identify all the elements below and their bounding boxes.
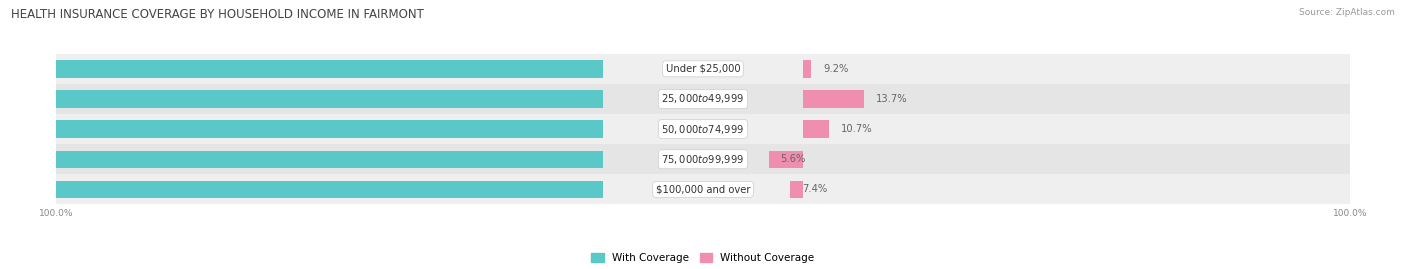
- Bar: [790, 181, 803, 198]
- Text: 9.2%: 9.2%: [823, 64, 848, 74]
- Bar: [56, 144, 1350, 174]
- Text: $25,000 to $49,999: $25,000 to $49,999: [661, 93, 745, 105]
- Text: $50,000 to $74,999: $50,000 to $74,999: [661, 123, 745, 136]
- Text: HEALTH INSURANCE COVERAGE BY HOUSEHOLD INCOME IN FAIRMONT: HEALTH INSURANCE COVERAGE BY HOUSEHOLD I…: [11, 8, 425, 21]
- Text: 5.6%: 5.6%: [780, 154, 806, 164]
- Bar: [56, 174, 1350, 204]
- Bar: [803, 90, 865, 108]
- Bar: [0, 60, 603, 77]
- Bar: [56, 84, 1350, 114]
- Bar: [803, 121, 828, 138]
- Text: 7.4%: 7.4%: [801, 184, 827, 194]
- Text: 13.7%: 13.7%: [876, 94, 907, 104]
- Text: $100,000 and over: $100,000 and over: [655, 184, 751, 194]
- Text: Under $25,000: Under $25,000: [665, 64, 741, 74]
- Bar: [769, 151, 803, 168]
- Bar: [0, 90, 603, 108]
- Bar: [56, 54, 1350, 84]
- Text: 10.7%: 10.7%: [841, 124, 872, 134]
- Bar: [0, 181, 603, 198]
- Bar: [0, 151, 603, 168]
- Legend: With Coverage, Without Coverage: With Coverage, Without Coverage: [588, 249, 818, 267]
- Bar: [803, 60, 811, 77]
- Text: Source: ZipAtlas.com: Source: ZipAtlas.com: [1299, 8, 1395, 17]
- Text: $75,000 to $99,999: $75,000 to $99,999: [661, 153, 745, 166]
- Bar: [0, 121, 603, 138]
- Bar: [56, 114, 1350, 144]
